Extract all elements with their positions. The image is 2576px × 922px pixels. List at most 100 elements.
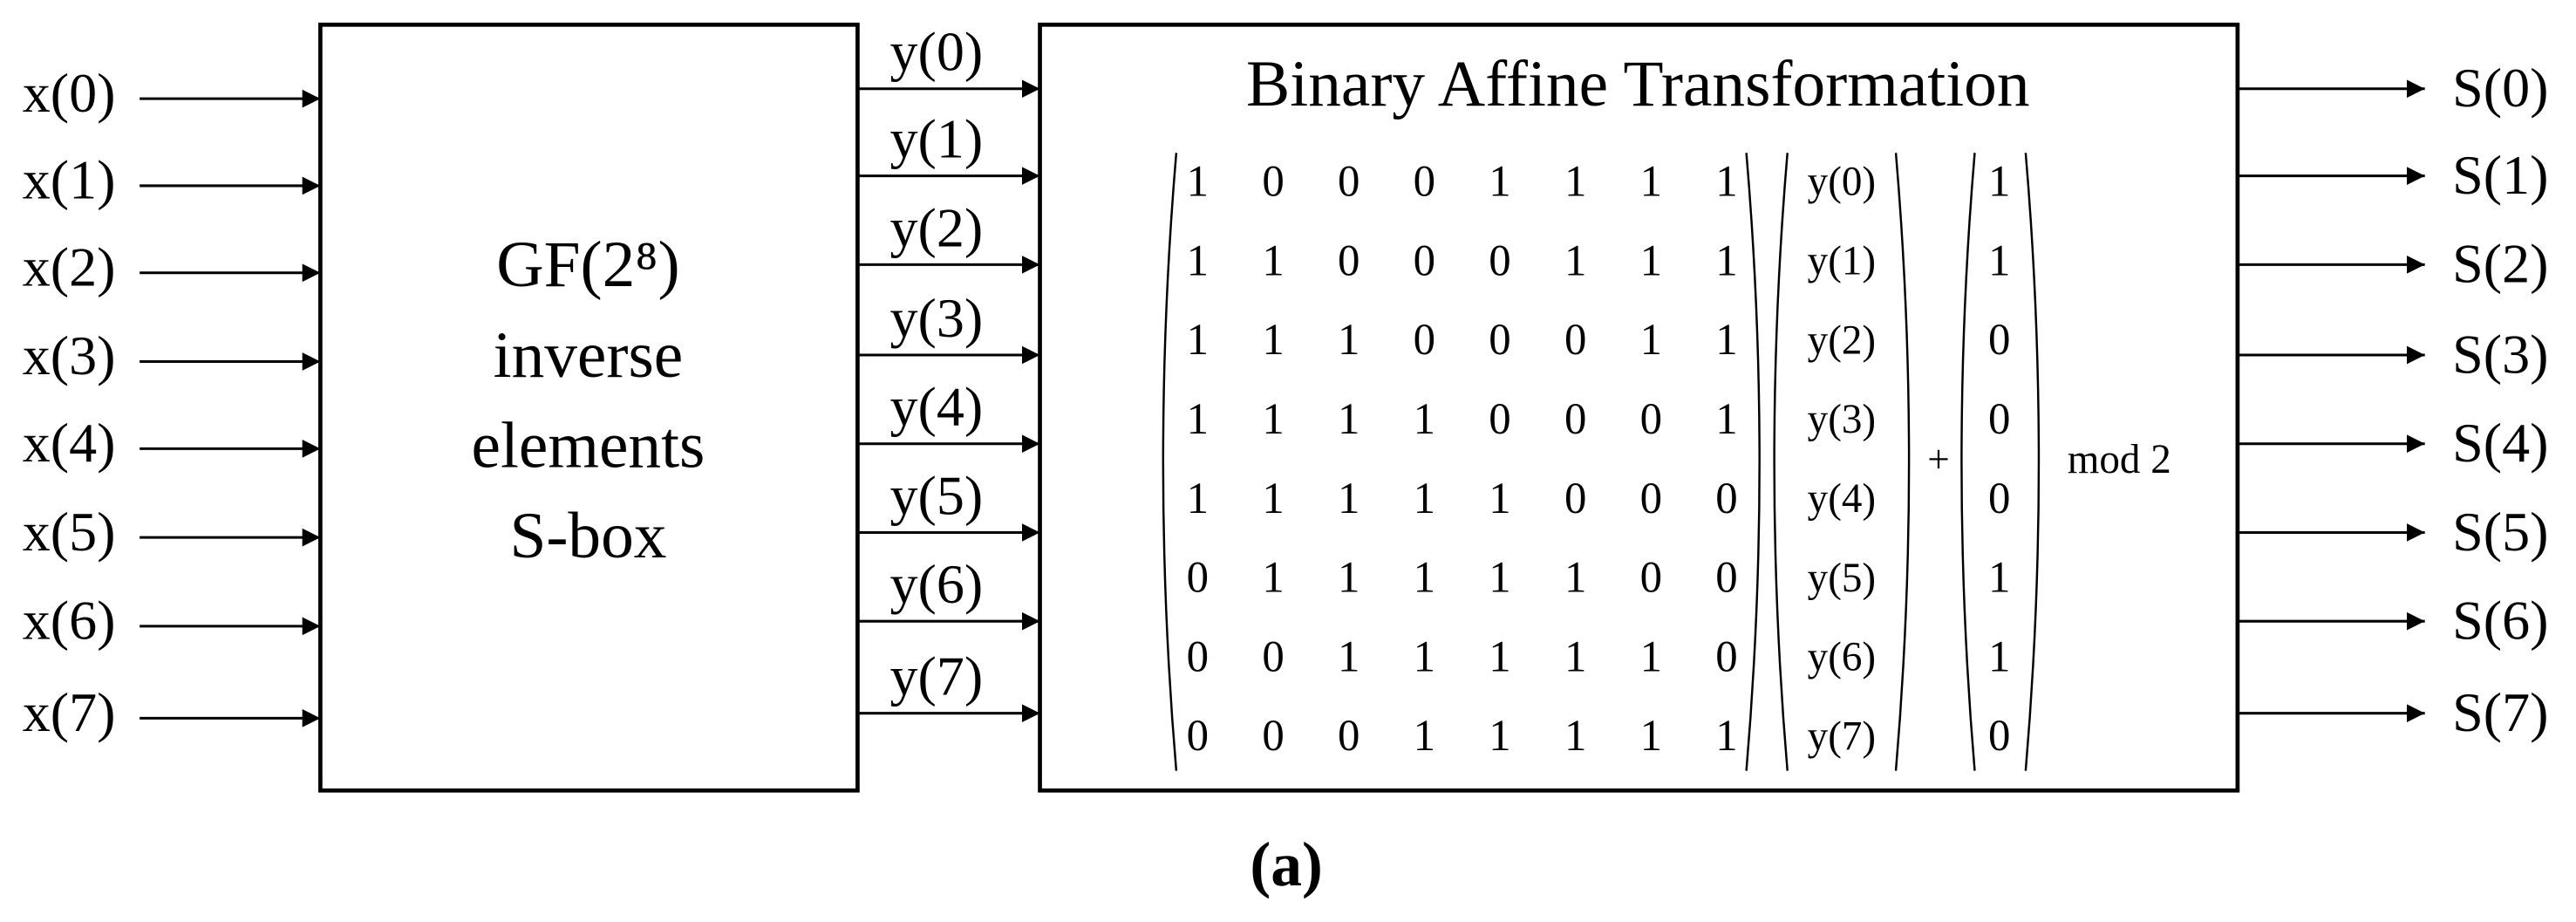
matrix-entry: 1 — [1564, 632, 1586, 681]
matrix-entry: 1 — [1262, 475, 1284, 523]
matrix-entry: 1 — [1262, 316, 1284, 365]
matrix-entry: 0 — [1414, 158, 1435, 207]
output-label: S(6) — [2452, 590, 2548, 652]
matrix-right-paren — [1745, 153, 1761, 771]
matrix-entry: 1 — [1489, 475, 1510, 523]
intermediate-label: y(7) — [889, 645, 983, 707]
vector-right-paren — [1894, 153, 1911, 771]
matrix-entry: 1 — [1715, 236, 1737, 285]
matrix-entry: 1 — [1262, 395, 1284, 444]
input-label: x(1) — [23, 149, 116, 211]
sbox-text: inverse — [494, 319, 684, 392]
matrix-entry: 0 — [1414, 236, 1435, 285]
constant-entry: 1 — [1988, 158, 2010, 207]
sbox-text: elements — [472, 409, 705, 481]
matrix-entry: 0 — [1640, 395, 1662, 444]
intermediate-label: y(6) — [889, 553, 983, 615]
caption: (a) — [1250, 830, 1322, 899]
matrix-entry: 1 — [1715, 712, 1737, 761]
matrix-entry: 0 — [1414, 316, 1435, 365]
vector-entry: y(6) — [1808, 635, 1876, 680]
matrix-entry: 0 — [1715, 554, 1737, 603]
intermediate-label: y(3) — [889, 287, 983, 349]
output-label: S(3) — [2452, 323, 2548, 385]
matrix-entry: 0 — [1715, 475, 1737, 523]
intermediate-label: y(0) — [889, 21, 983, 83]
matrix-entry: 0 — [1187, 554, 1209, 603]
matrix-entry: 1 — [1640, 236, 1662, 285]
vector-entry: y(7) — [1808, 714, 1876, 759]
matrix-entry: 1 — [1715, 395, 1737, 444]
vector-entry: y(2) — [1808, 318, 1876, 363]
matrix-entry: 0 — [1489, 236, 1510, 285]
matrix-entry: 0 — [1640, 554, 1662, 603]
input-label: x(0) — [23, 62, 116, 124]
matrix-entry: 0 — [1338, 236, 1360, 285]
vector-entry: y(5) — [1808, 556, 1876, 601]
matrix-entry: 1 — [1187, 236, 1209, 285]
matrix-entry: 0 — [1564, 395, 1586, 444]
matrix-entry: 1 — [1414, 712, 1435, 761]
matrix-entry: 1 — [1338, 554, 1360, 603]
affine-title: Binary Affine Transformation — [1246, 48, 2030, 120]
matrix-entry: 1 — [1338, 395, 1360, 444]
input-label: x(6) — [23, 590, 116, 652]
vector-entry: y(4) — [1808, 476, 1876, 522]
matrix-entry: 1 — [1564, 554, 1586, 603]
constant-entry: 0 — [1988, 475, 2010, 523]
matrix-entry: 1 — [1640, 158, 1662, 207]
matrix-entry: 1 — [1489, 158, 1510, 207]
matrix-entry: 0 — [1187, 632, 1209, 681]
output-label: S(0) — [2452, 57, 2548, 119]
constant-entry: 1 — [1988, 554, 2010, 603]
sbox-text: GF(2⁸) — [496, 229, 679, 301]
sbox-text: S-box — [509, 500, 666, 572]
constant-left-paren — [1960, 153, 1976, 771]
constant-entry: 1 — [1988, 632, 2010, 681]
intermediate-label: y(5) — [889, 464, 983, 526]
matrix-left-paren — [1162, 153, 1178, 771]
output-label: S(4) — [2452, 412, 2548, 474]
matrix-entry: 0 — [1262, 632, 1284, 681]
matrix-entry: 1 — [1187, 475, 1209, 523]
matrix-entry: 1 — [1414, 475, 1435, 523]
matrix-entry: 0 — [1564, 475, 1586, 523]
matrix-entry: 0 — [1715, 632, 1737, 681]
vector-entry: y(1) — [1808, 239, 1876, 284]
output-label: S(2) — [2452, 233, 2548, 295]
output-label: S(5) — [2452, 501, 2548, 563]
matrix-entry: 1 — [1715, 316, 1737, 365]
matrix-entry: 0 — [1338, 158, 1360, 207]
constant-entry: 0 — [1988, 712, 2010, 761]
matrix-entry: 1 — [1338, 632, 1360, 681]
matrix-entry: 0 — [1564, 316, 1586, 365]
intermediate-label: y(1) — [889, 108, 983, 170]
input-label: x(7) — [23, 681, 116, 743]
matrix-entry: 1 — [1640, 632, 1662, 681]
matrix-entry: 0 — [1262, 712, 1284, 761]
matrix-entry: 1 — [1414, 554, 1435, 603]
plus-sign: + — [1927, 438, 1950, 481]
constant-entry: 0 — [1988, 316, 2010, 365]
matrix-entry: 1 — [1338, 475, 1360, 523]
matrix-entry: 1 — [1187, 395, 1209, 444]
matrix-entry: 1 — [1489, 712, 1510, 761]
matrix-entry: 1 — [1489, 554, 1510, 603]
affine-block — [1038, 22, 2240, 793]
sbox-block — [318, 22, 860, 793]
matrix-entry: 1 — [1715, 158, 1737, 207]
vector-entry: y(0) — [1808, 160, 1876, 205]
matrix-entry: 1 — [1338, 316, 1360, 365]
matrix-entry: 0 — [1187, 712, 1209, 761]
input-label: x(4) — [23, 412, 116, 474]
constant-entry: 0 — [1988, 395, 2010, 444]
matrix-entry: 1 — [1414, 395, 1435, 444]
matrix-entry: 1 — [1640, 316, 1662, 365]
matrix-entry: 1 — [1489, 632, 1510, 681]
matrix-entry: 0 — [1262, 158, 1284, 207]
matrix-entry: 1 — [1262, 554, 1284, 603]
intermediate-label: y(4) — [889, 376, 983, 438]
matrix-entry: 0 — [1489, 316, 1510, 365]
output-label: S(1) — [2452, 144, 2548, 206]
